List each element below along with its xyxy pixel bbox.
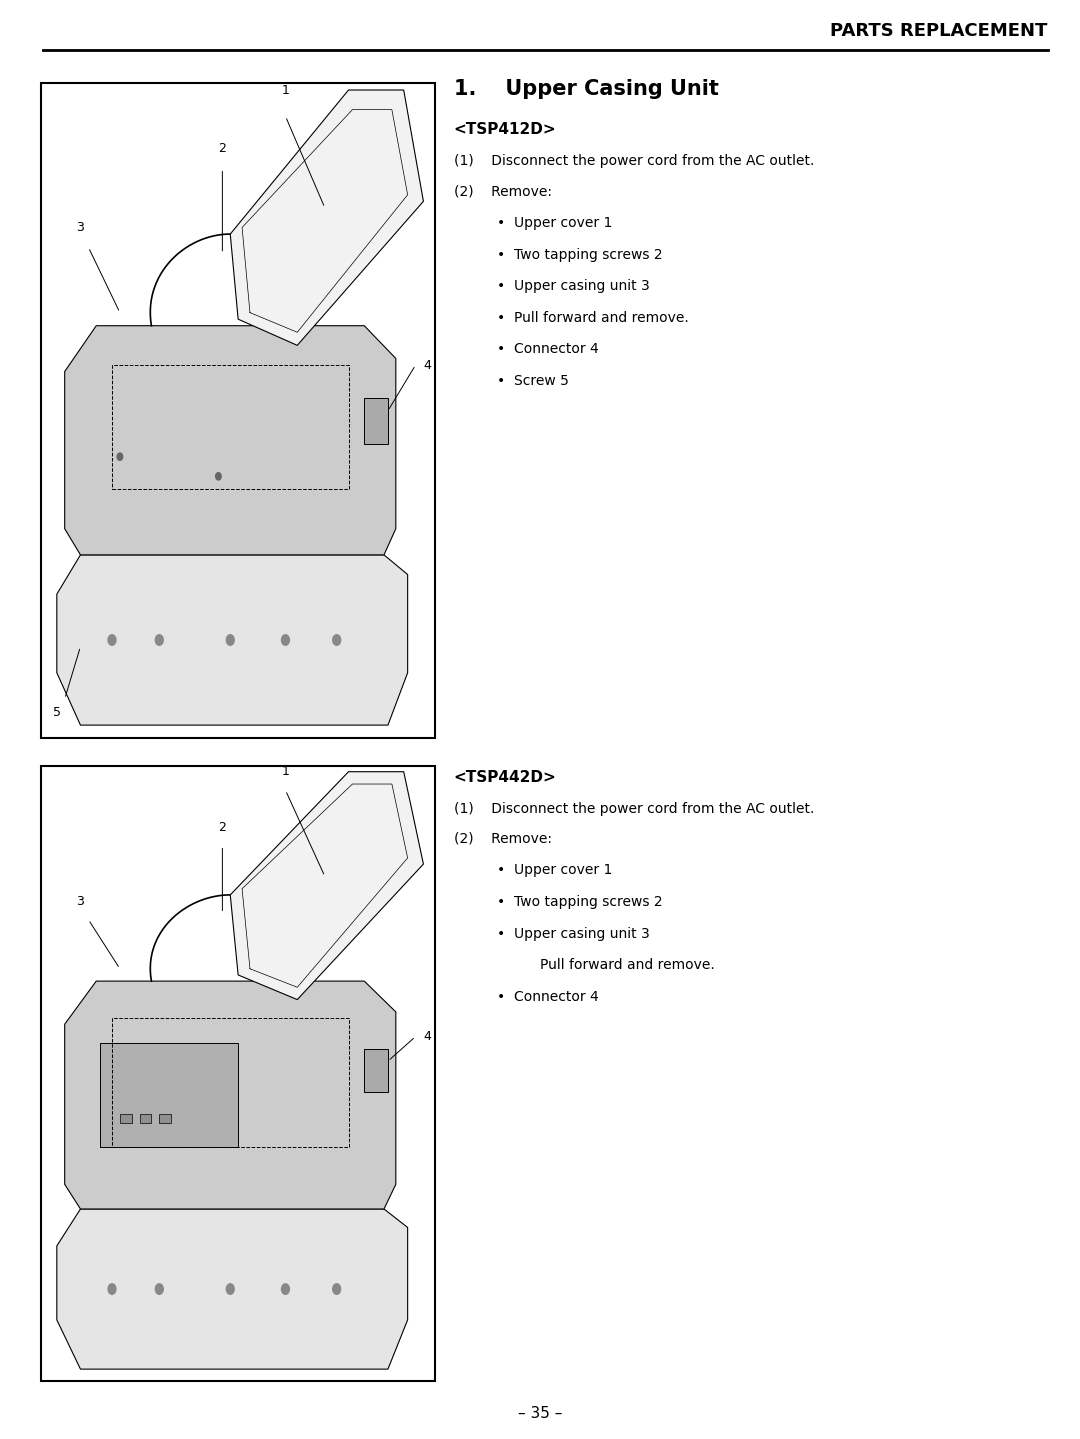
Polygon shape: [230, 771, 423, 1000]
Text: – 35 –: – 35 –: [517, 1406, 563, 1420]
Circle shape: [117, 453, 123, 460]
Bar: [364, 397, 388, 443]
Circle shape: [282, 1284, 289, 1294]
Bar: [41, 83, 435, 738]
Circle shape: [156, 1284, 163, 1294]
Circle shape: [333, 635, 340, 645]
Polygon shape: [57, 555, 407, 725]
Polygon shape: [65, 325, 395, 555]
Polygon shape: [65, 981, 395, 1209]
Circle shape: [282, 635, 289, 645]
Text: Pull forward and remove.: Pull forward and remove.: [540, 958, 715, 973]
Text: 3: 3: [77, 895, 84, 908]
Polygon shape: [230, 91, 423, 345]
Text: •  Upper cover 1: • Upper cover 1: [497, 863, 612, 878]
Circle shape: [156, 635, 163, 645]
Text: 1: 1: [282, 83, 289, 96]
Text: •  Upper casing unit 3: • Upper casing unit 3: [497, 927, 649, 941]
Text: •  Screw 5: • Screw 5: [497, 374, 569, 389]
Text: 3: 3: [77, 222, 84, 235]
Text: •  Two tapping screws 2: • Two tapping screws 2: [497, 248, 662, 262]
Text: 2: 2: [218, 820, 227, 833]
Text: <TSP442D>: <TSP442D>: [454, 770, 556, 784]
Text: (1)    Disconnect the power cord from the AC outlet.: (1) Disconnect the power cord from the A…: [454, 154, 814, 168]
Text: •  Connector 4: • Connector 4: [497, 990, 598, 1004]
Text: •  Pull forward and remove.: • Pull forward and remove.: [497, 311, 689, 325]
Text: (2)    Remove:: (2) Remove:: [454, 832, 552, 846]
Bar: [160, 1114, 171, 1122]
Circle shape: [216, 472, 221, 481]
Text: 4: 4: [423, 1030, 431, 1043]
Circle shape: [108, 1284, 116, 1294]
Text: •  Connector 4: • Connector 4: [497, 342, 598, 357]
Bar: [139, 1114, 151, 1122]
Text: •  Upper casing unit 3: • Upper casing unit 3: [497, 279, 649, 294]
Text: 5: 5: [53, 705, 60, 718]
Circle shape: [333, 1284, 340, 1294]
Text: 1: 1: [282, 766, 289, 778]
Bar: [120, 1114, 132, 1122]
Text: (2)    Remove:: (2) Remove:: [454, 184, 552, 199]
Text: (1)    Disconnect the power cord from the AC outlet.: (1) Disconnect the power cord from the A…: [454, 802, 814, 816]
Text: <TSP412D>: <TSP412D>: [454, 122, 556, 137]
Text: •  Upper cover 1: • Upper cover 1: [497, 216, 612, 230]
Polygon shape: [100, 1043, 239, 1147]
Text: 1.    Upper Casing Unit: 1. Upper Casing Unit: [454, 79, 718, 99]
Text: •  Two tapping screws 2: • Two tapping screws 2: [497, 895, 662, 909]
Circle shape: [108, 635, 116, 645]
Text: 2: 2: [218, 142, 227, 155]
Circle shape: [227, 1284, 234, 1294]
Polygon shape: [57, 1209, 407, 1368]
Text: PARTS REPLACEMENT: PARTS REPLACEMENT: [831, 22, 1048, 40]
Bar: [364, 1049, 388, 1092]
Bar: [41, 766, 435, 1381]
Text: 4: 4: [423, 358, 431, 371]
Circle shape: [227, 635, 234, 645]
